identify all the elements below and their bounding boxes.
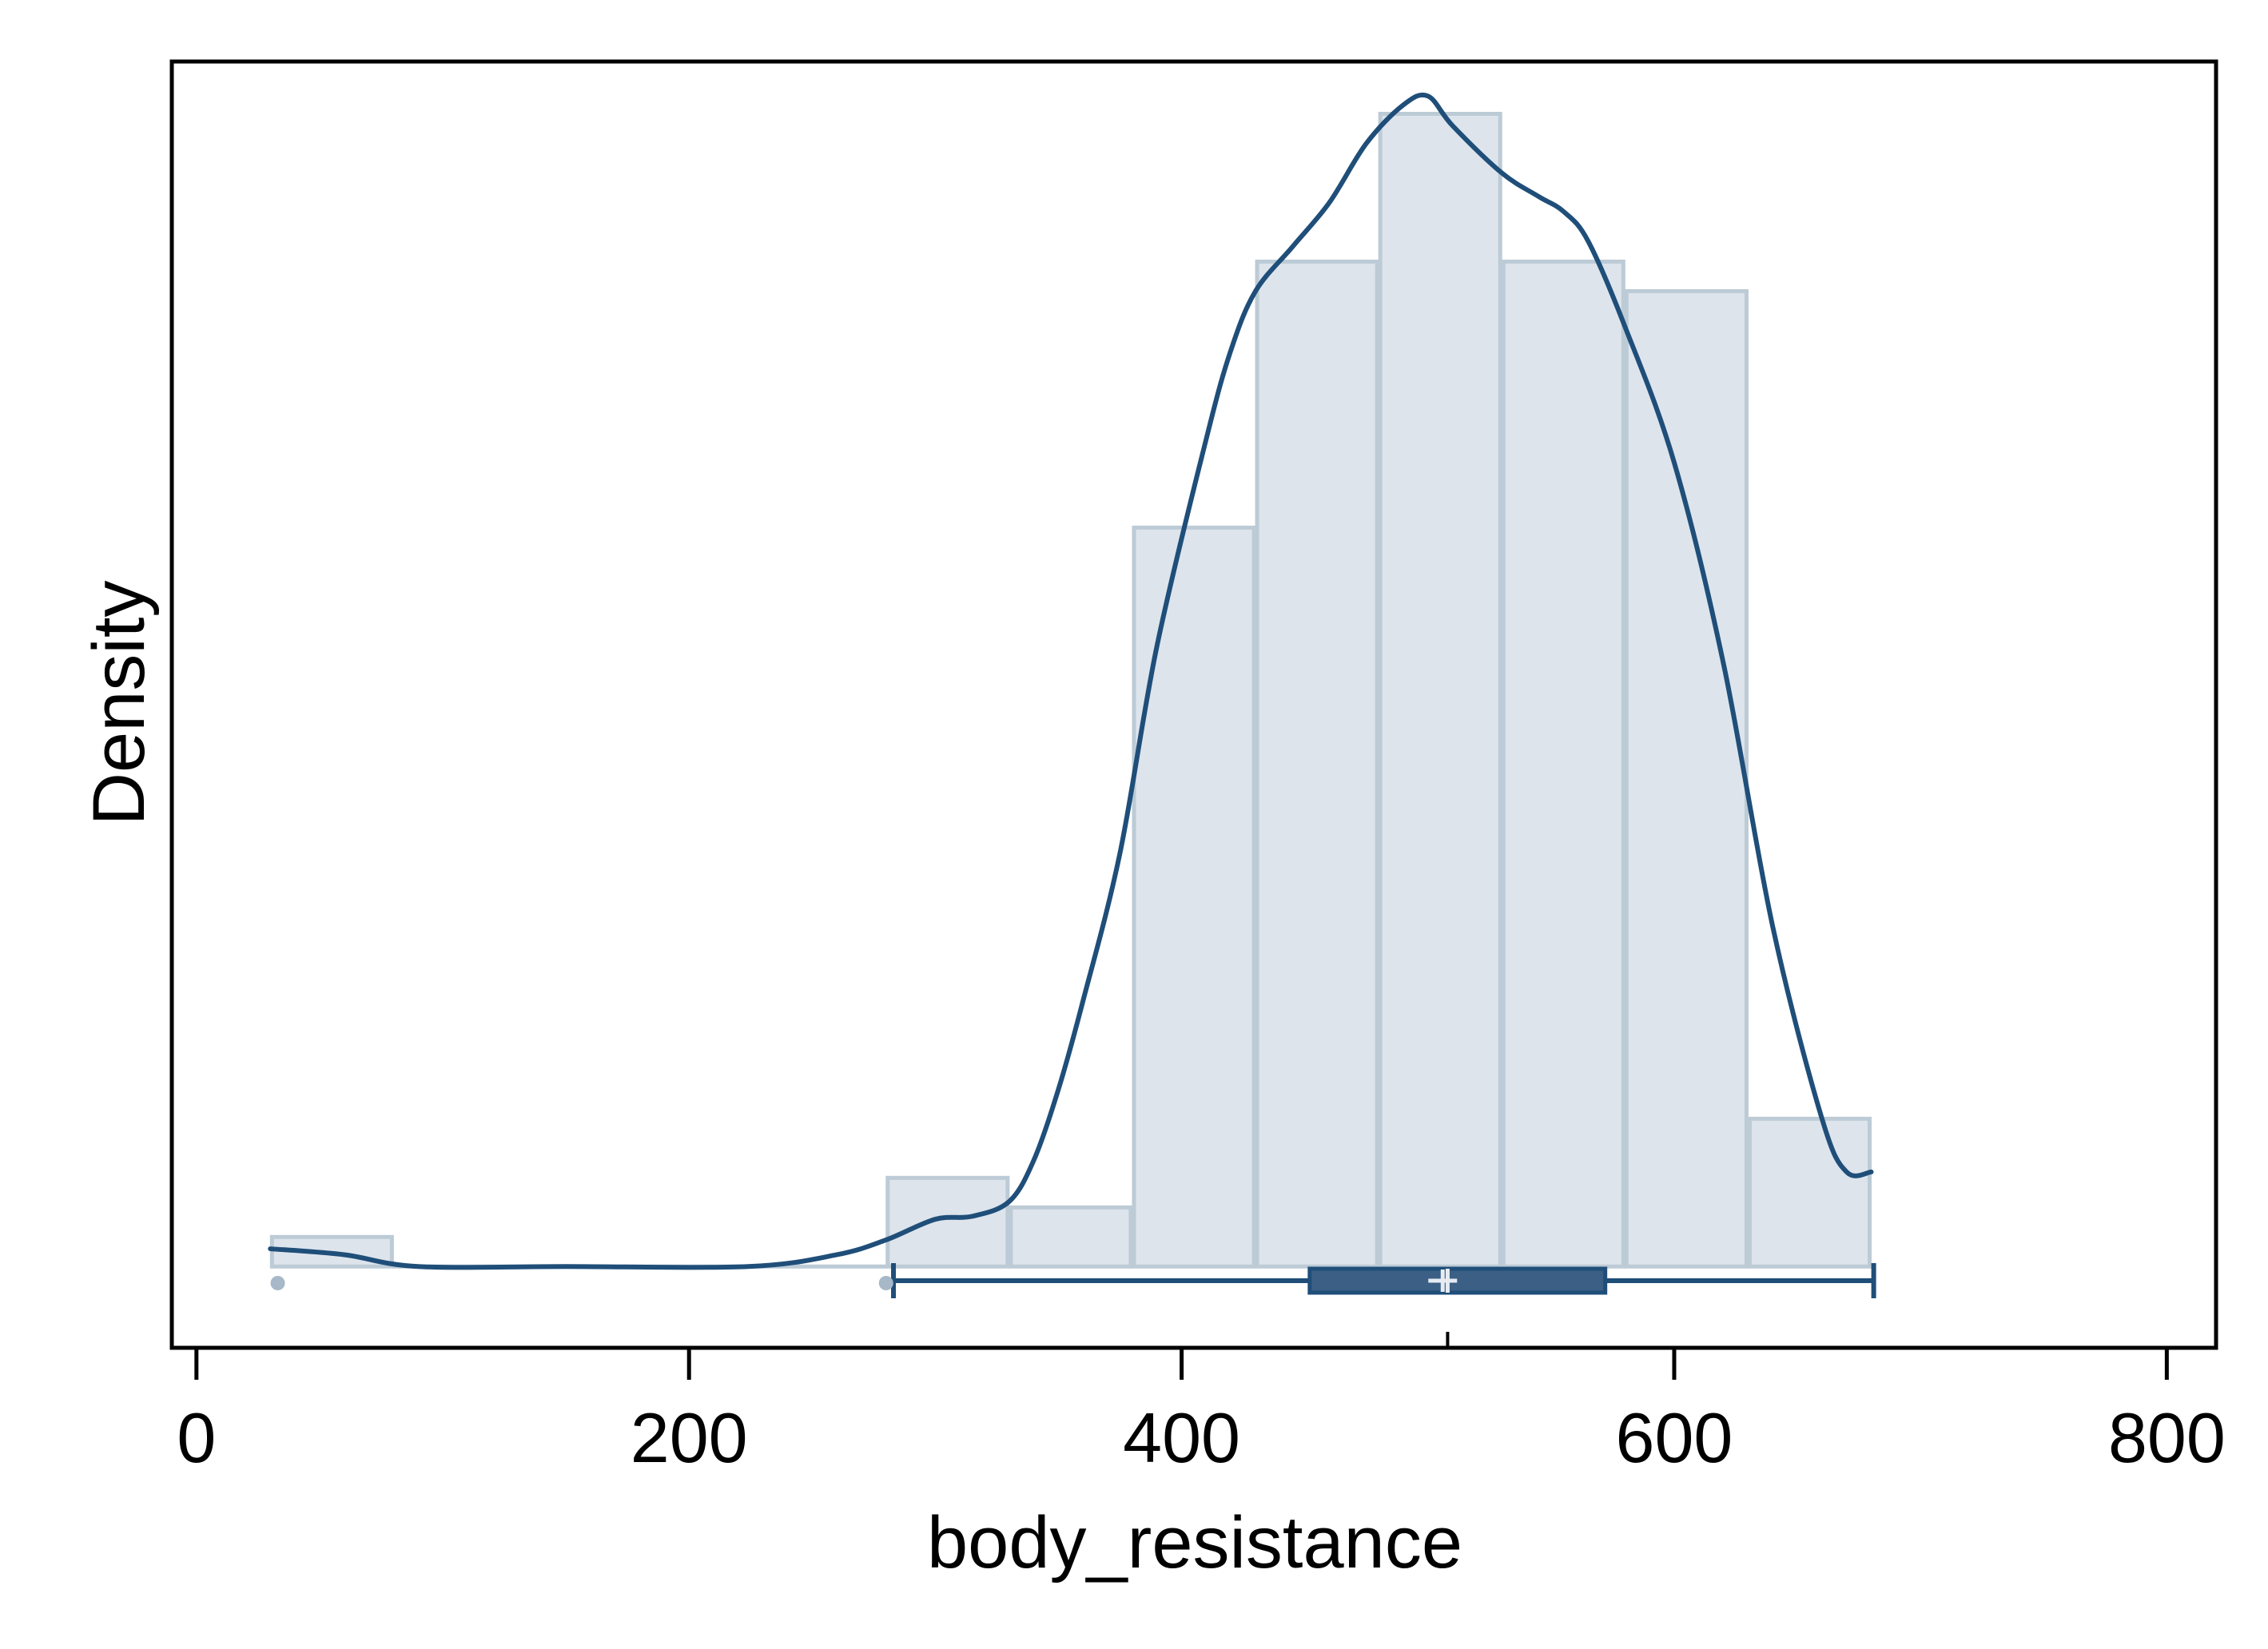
x-axis: 0 200 400 600 800 <box>177 1332 2226 1477</box>
x-tick-label: 800 <box>2108 1398 2226 1477</box>
histogram-bar <box>1132 525 1256 1269</box>
boxplot-outlier <box>878 1276 893 1290</box>
boxplot-outlier <box>270 1276 285 1290</box>
plot-frame <box>169 59 2218 1350</box>
histogram-bar <box>1009 1205 1133 1269</box>
y-axis-title: Density <box>78 581 160 826</box>
x-tick-label: 600 <box>1616 1398 1733 1477</box>
histogram-bar <box>1378 111 1502 1269</box>
x-tick-label: 0 <box>177 1398 216 1477</box>
x-tick-label: 200 <box>631 1398 748 1477</box>
boxplot-box <box>1307 1266 1608 1295</box>
boxplot-group <box>270 1263 1876 1298</box>
histogram-bar <box>885 1175 1010 1269</box>
x-tick-label: 400 <box>1123 1398 1240 1477</box>
bars-group <box>269 111 1872 1269</box>
x-axis-title: body_resistance <box>927 1502 1462 1583</box>
histogram-bar <box>1747 1116 1872 1269</box>
density-curve <box>268 92 1874 1270</box>
histogram-bar <box>1501 259 1625 1269</box>
histogram-bar <box>1624 288 1749 1269</box>
histogram-bar <box>1255 259 1379 1269</box>
